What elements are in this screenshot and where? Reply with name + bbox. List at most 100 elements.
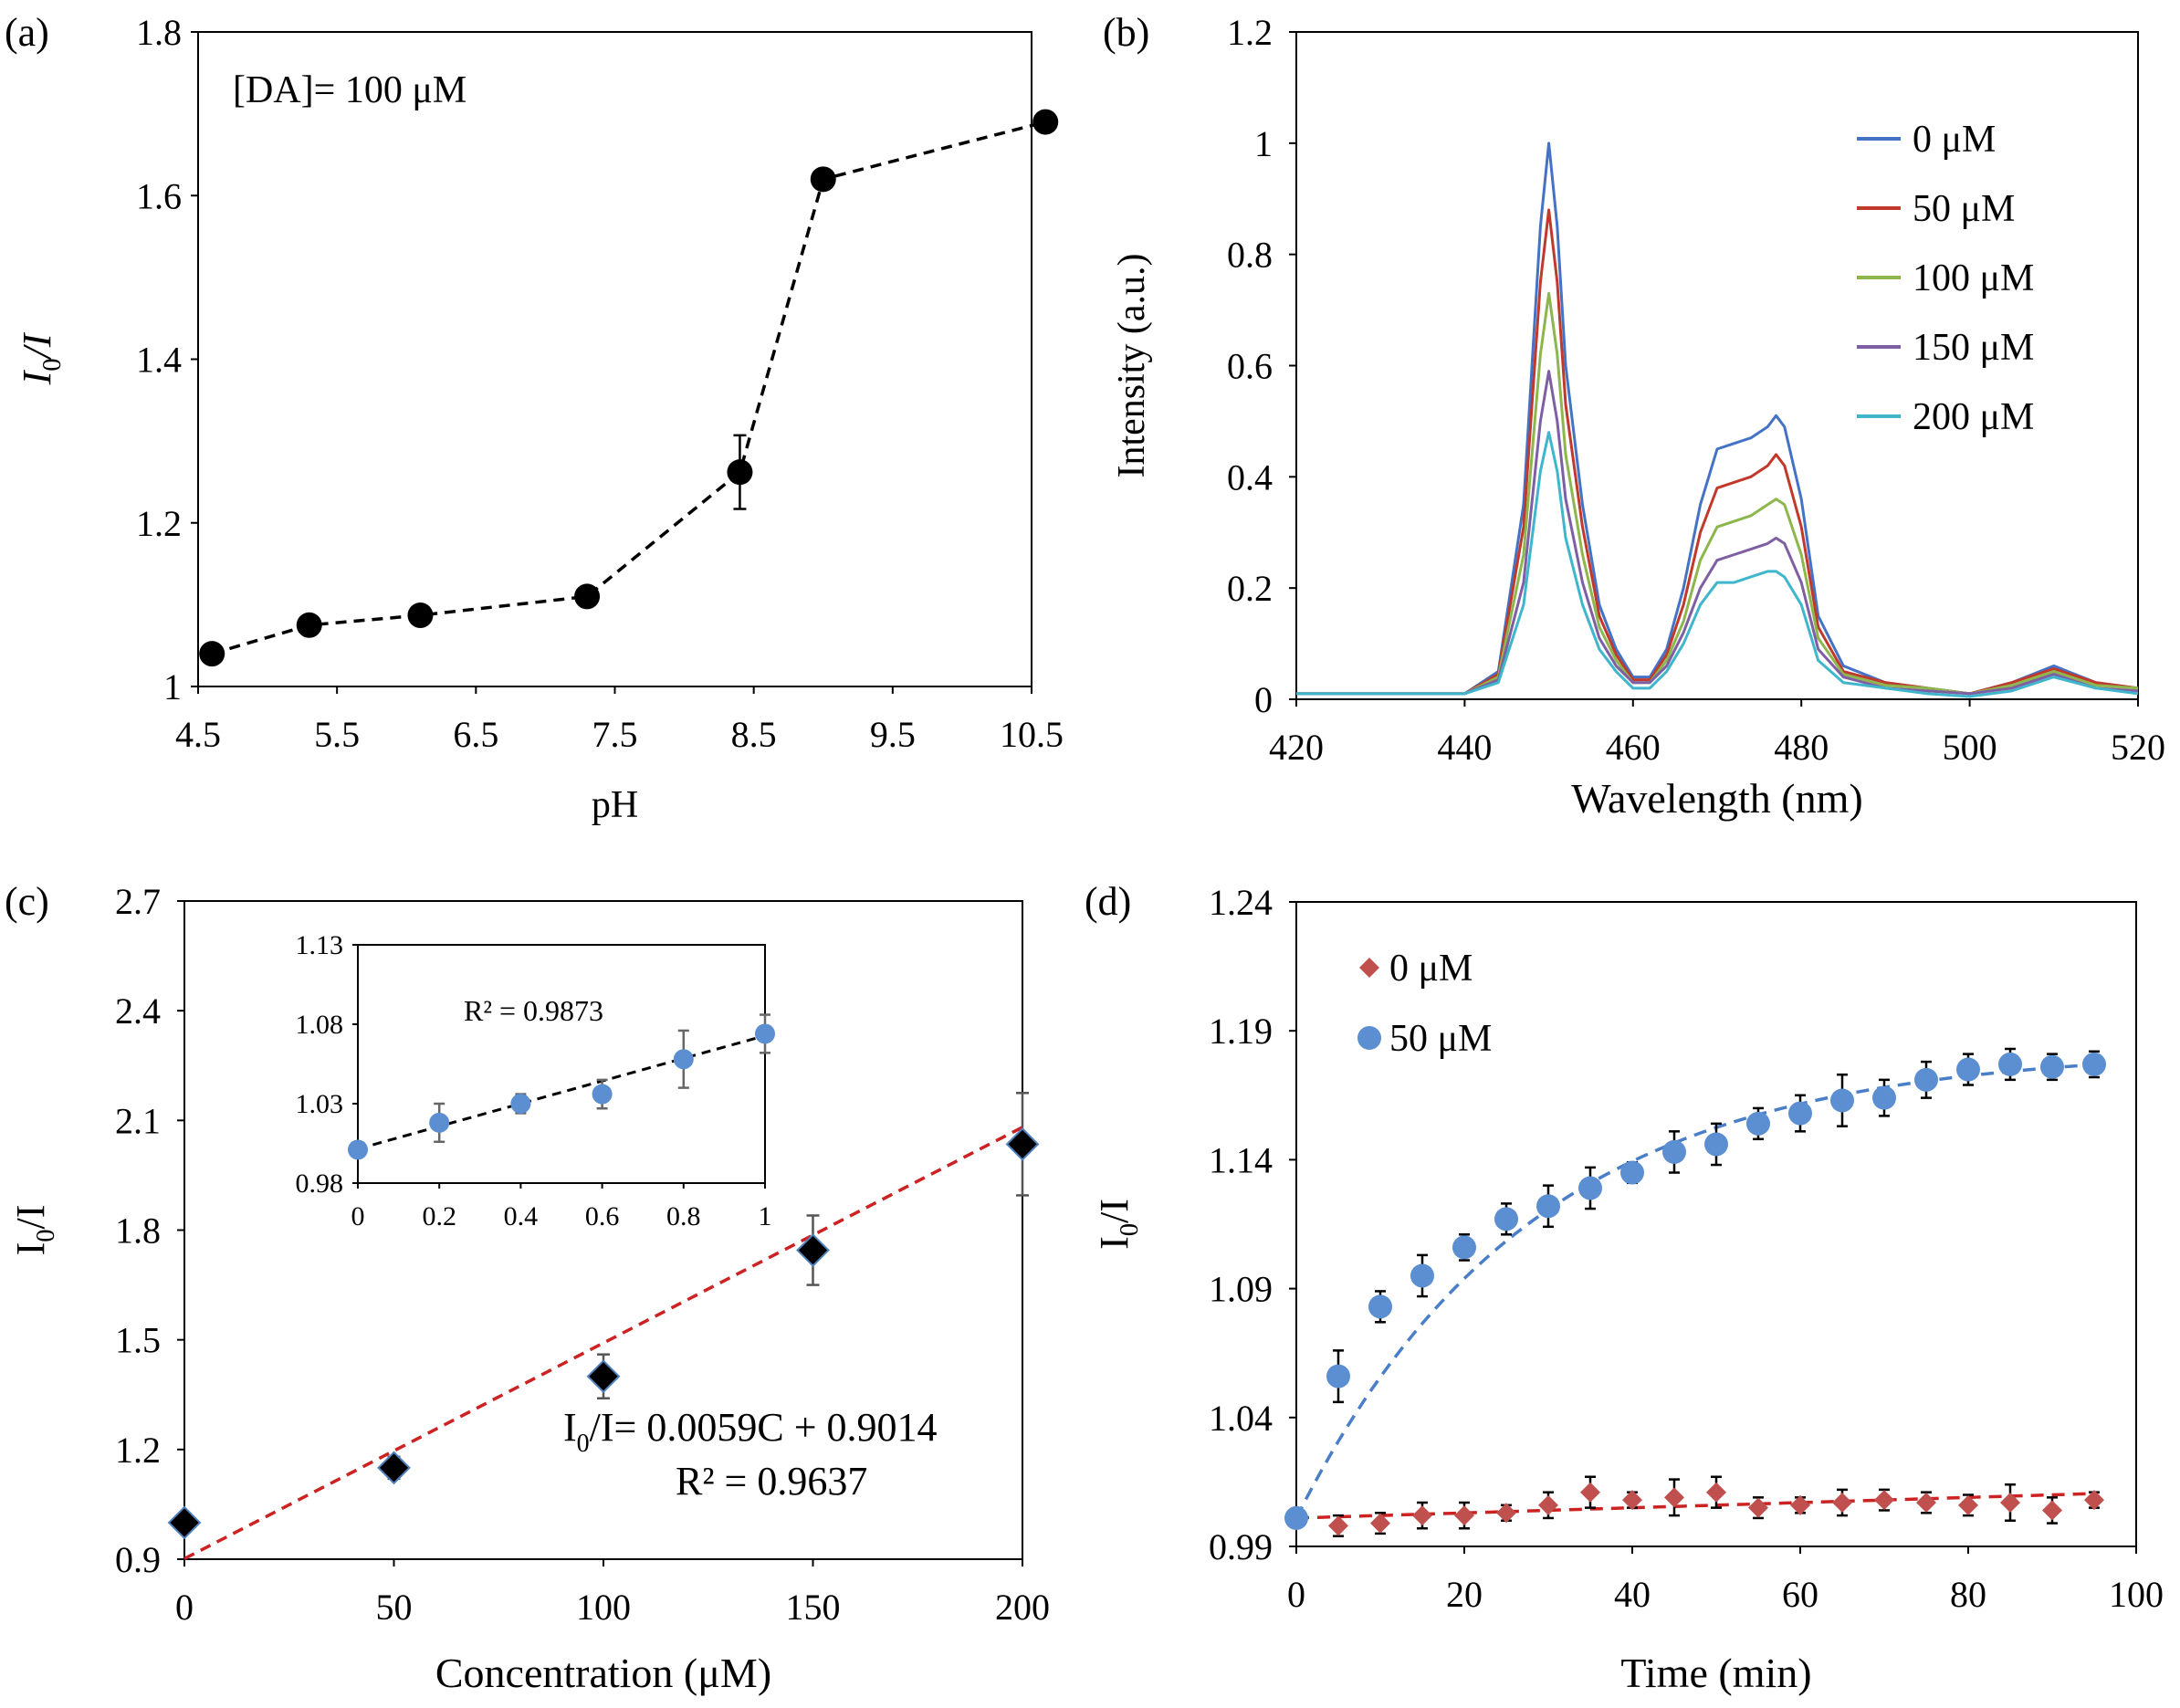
panel-c-y-tick-label: 2.7	[115, 881, 161, 922]
panel-a-data-point	[727, 459, 753, 486]
panel-b-legend-label: 150 μM	[1913, 327, 2034, 369]
panel-d-x-tick-label: 40	[1614, 1574, 1651, 1615]
panel-c-equation-sub: 0	[577, 1430, 590, 1458]
panel-c-label: (c)	[5, 879, 49, 924]
panel-a-data-point	[574, 583, 601, 610]
panel-a-y-tick-label: 1.2	[136, 503, 182, 544]
panel-d-y-tick-label: 1.24	[1209, 882, 1273, 923]
panel-a-annotation: [DA]= 100 μM	[233, 69, 466, 111]
panel-b-x-tick-label: 520	[2111, 727, 2165, 768]
panel-a-x-tick-label: 4.5	[175, 714, 221, 755]
panel-d-y-tick-label: 1.09	[1209, 1269, 1273, 1310]
panel-d-y-tick-label: 1.04	[1209, 1398, 1273, 1439]
panel-d-data-point	[1704, 1132, 1728, 1157]
panel-d-x-tick-label: 80	[1950, 1574, 1986, 1615]
panel-c-y-tick-label: 1.2	[115, 1430, 161, 1471]
panel-d-data-point	[2084, 1490, 2104, 1511]
panel-d-legend-label: 50 μM	[1389, 1018, 1492, 1060]
panel-c-inset-data-point	[592, 1084, 613, 1105]
panel-d-data-point	[2000, 1492, 2020, 1513]
panel-b-series-line	[1296, 291, 2139, 696]
panel-c-y-axis-title-main: I	[8, 1242, 53, 1256]
panel-c-y-axis-title-tail: /I	[8, 1205, 53, 1230]
panel-d-data-point	[1832, 1492, 1852, 1513]
panel-b-y-axis-title: Intensity (a.u.)	[1111, 253, 1153, 477]
panel-a-data-point	[810, 166, 836, 193]
panel-d-data-point	[1410, 1263, 1434, 1288]
panel-d-data-point	[1746, 1111, 1770, 1136]
panel-b-series-line	[1296, 431, 2139, 698]
panel-c-y-tick-label: 1.8	[115, 1210, 161, 1252]
panel-c-r2: R² = 0.9637	[676, 1459, 867, 1504]
panel-d-x-tick-label: 60	[1782, 1574, 1818, 1615]
panel-c-inset-data-point	[348, 1139, 368, 1160]
panel-d-data-point	[1872, 1085, 1896, 1110]
panel-d-data-point	[2040, 1054, 2064, 1079]
panel-d-data-point	[2042, 1500, 2062, 1521]
panel-b-legend-label: 200 μM	[1913, 396, 2034, 438]
panel-c-inset-y-tick-label: 1.08	[296, 1010, 344, 1040]
panel-c-x-tick-label: 100	[576, 1587, 631, 1628]
panel-d-data-point	[1622, 1490, 1642, 1511]
panel-b-series-line	[1296, 370, 2139, 696]
panel-c-y-axis-title-sub: 0	[32, 1229, 60, 1242]
panel-d-y-axis-title-main: I	[1092, 1236, 1137, 1250]
panel-c-inset-x-tick-label: 0.2	[422, 1201, 456, 1231]
panel-c-inset-x-tick-label: 0.6	[585, 1201, 620, 1231]
panel-c-y-tick-label: 2.4	[115, 990, 161, 1032]
panel-c-equation-tail: /I= 0.0059C + 0.9014	[590, 1405, 938, 1450]
panel-d-y-tick-label: 1.14	[1209, 1139, 1273, 1180]
panel-c-x-tick-label: 0	[175, 1587, 194, 1628]
panel-d-data-point	[1494, 1207, 1518, 1231]
panel-d-x-axis-title: Time (min)	[1620, 1650, 1811, 1696]
panel-c-y-tick-label: 2.1	[115, 1100, 161, 1141]
panel-a-x-tick-label: 7.5	[592, 714, 638, 755]
panel-d-plot-frame	[1295, 901, 2137, 1547]
panel-d-data-point	[1662, 1139, 1686, 1164]
panel-a-x-tick-label: 10.5	[1000, 714, 1064, 755]
panel-d-legend-marker	[1359, 958, 1379, 978]
panel-c-inset-x-tick-label: 0.4	[504, 1201, 539, 1231]
panel-d-legend-marker	[1357, 1026, 1381, 1050]
panel-d-y-axis-title-sub: 0	[1116, 1223, 1144, 1236]
panel-c-x-tick-label: 50	[376, 1587, 413, 1628]
panel-c-data-point	[1005, 1126, 1040, 1161]
panel-a-data-point	[1032, 109, 1059, 135]
panel-d-data-point	[1536, 1194, 1560, 1219]
panel-d-data-point	[1328, 1515, 1348, 1536]
panel-c-inset-fit-line	[357, 1034, 766, 1151]
panel-c-x-axis-title: Concentration (μM)	[435, 1650, 771, 1696]
panel-a-y-axis-title-tail: /I	[15, 331, 59, 361]
panel-d-y-tick-label: 0.99	[1209, 1526, 1273, 1567]
panel-c-inset-y-tick-label: 0.98	[296, 1168, 344, 1199]
panel-d-data-point	[2082, 1052, 2106, 1076]
panel-b-y-tick-label: 0.4	[1227, 456, 1273, 498]
panel-d-legend-label: 0 μM	[1389, 948, 1473, 990]
panel-b-y-tick-label: 1	[1254, 123, 1273, 164]
panel-b-y-tick-label: 0.2	[1227, 568, 1273, 609]
panel-d-data-point	[1454, 1505, 1474, 1526]
panel-c-inset-data-point	[429, 1112, 450, 1133]
panel-d-data-point	[1790, 1494, 1810, 1515]
panel-b-x-tick-label: 480	[1774, 727, 1829, 768]
panel-b-y-tick-label: 0.6	[1227, 346, 1273, 387]
panel-a-y-axis-title-sub: 0	[38, 358, 67, 371]
panel-c-inset-x-tick-label: 1	[759, 1201, 772, 1231]
panel-b-label: (b)	[1103, 10, 1149, 55]
panel-a-label: (a)	[5, 10, 49, 55]
panel-d-data-point	[1326, 1364, 1350, 1388]
panel-d-y-axis-title-tail: /I	[1092, 1199, 1137, 1223]
panel-c-inset-data-point	[673, 1049, 694, 1070]
panel-b-x-axis-title: Wavelength (nm)	[1571, 775, 1862, 822]
panel-c-inset-r2: R² = 0.9873	[464, 994, 603, 1027]
panel-c-inset-frame	[357, 944, 766, 1184]
panel-b-y-tick-label: 1.2	[1227, 12, 1273, 53]
panel-a-y-tick-label: 1.6	[136, 175, 182, 216]
panel-d-data-point	[1788, 1101, 1812, 1126]
panel-c-y-tick-label: 1.5	[115, 1320, 161, 1361]
panel-c-inset-y-tick-label: 1.13	[296, 930, 344, 960]
panel-d-data-point	[1580, 1482, 1600, 1503]
panel-d-label: (d)	[1085, 879, 1131, 924]
panel-c-y-tick-label: 0.9	[115, 1539, 161, 1580]
